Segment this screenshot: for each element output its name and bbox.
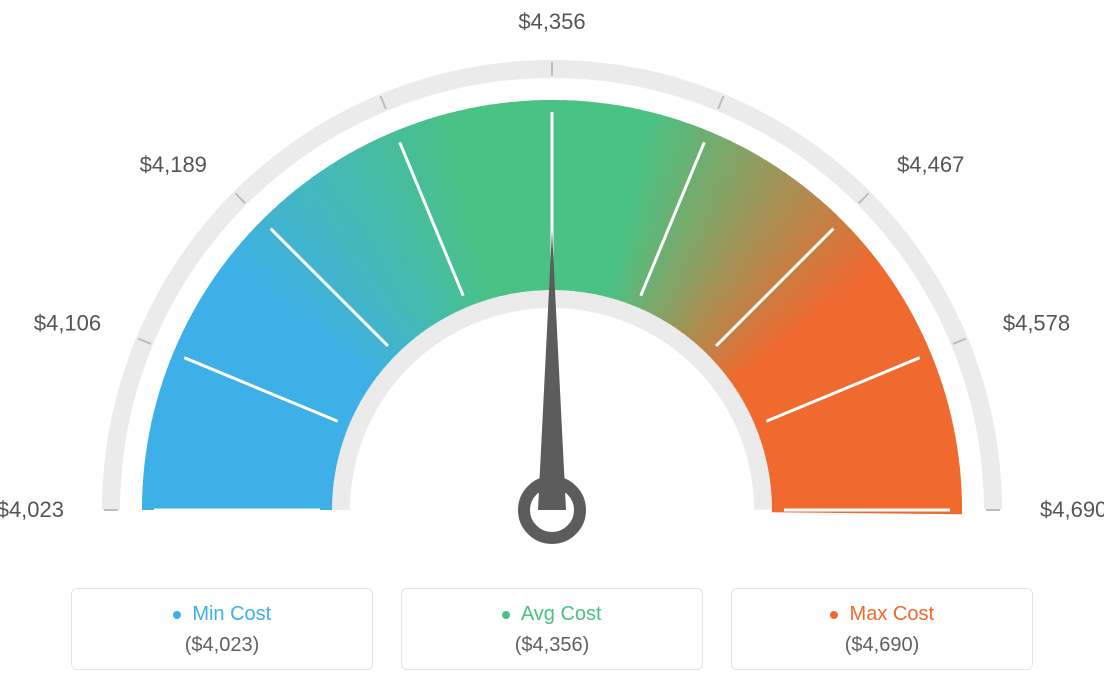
svg-text:$4,023: $4,023 — [0, 497, 64, 522]
gauge-svg: $4,023 $4,106 $4,189 $4,356 $4,467 $4,578 $4,6… — [0, 0, 1104, 560]
legend-card-min: Min Cost ($4,023) — [71, 588, 373, 670]
legend-card-max: Max Cost ($4,690) — [731, 588, 1033, 670]
legend-row: Min Cost ($4,023) Avg Cost ($4,356) Max … — [0, 588, 1104, 670]
svg-text:$4,467: $4,467 — [897, 152, 964, 177]
legend-value-min: ($4,023) — [72, 634, 372, 657]
legend-label-avg-text: Avg Cost — [521, 603, 602, 625]
legend-card-avg: Avg Cost ($4,356) — [401, 588, 703, 670]
legend-value-avg: ($4,356) — [402, 634, 702, 657]
chart-container: $4,023 $4,106 $4,189 $4,356 $4,467 $4,578 $4,6… — [0, 0, 1104, 690]
svg-text:$4,189: $4,189 — [140, 152, 207, 177]
legend-label-min: Min Cost — [72, 603, 372, 626]
legend-label-max: Max Cost — [732, 603, 1032, 626]
dot-icon — [173, 611, 181, 619]
legend-label-min-text: Min Cost — [192, 603, 271, 625]
svg-text:$4,356: $4,356 — [518, 9, 585, 34]
svg-text:$4,106: $4,106 — [34, 310, 101, 335]
legend-label-avg: Avg Cost — [402, 603, 702, 626]
svg-text:$4,578: $4,578 — [1003, 310, 1070, 335]
svg-text:$4,690: $4,690 — [1040, 497, 1104, 522]
gauge: $4,023 $4,106 $4,189 $4,356 $4,467 $4,578 $4,6… — [0, 0, 1104, 560]
dot-icon — [502, 611, 510, 619]
legend-label-max-text: Max Cost — [850, 603, 934, 625]
legend-value-max: ($4,690) — [732, 634, 1032, 657]
dot-icon — [830, 611, 838, 619]
